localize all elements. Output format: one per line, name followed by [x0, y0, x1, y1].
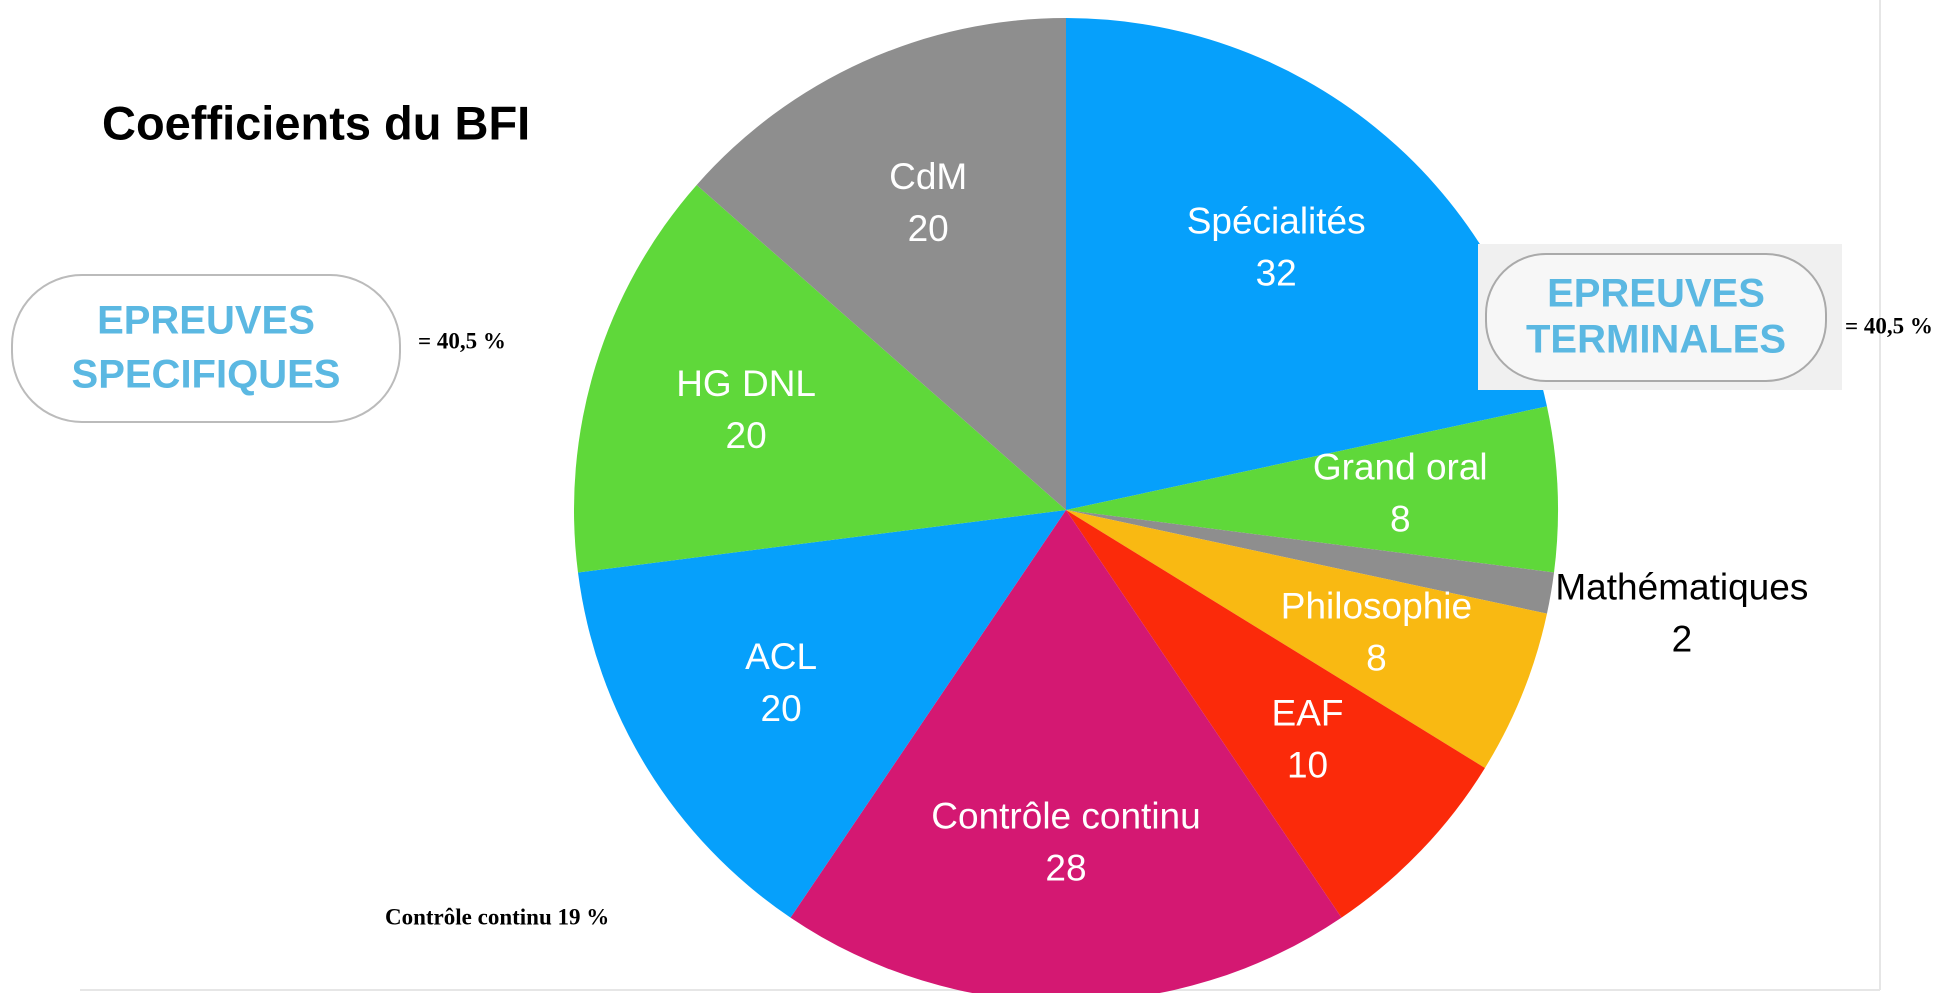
pie-slice	[577, 510, 1066, 918]
slice-label: ACL	[745, 636, 817, 677]
pie-slice	[574, 184, 1066, 573]
slice-label: Mathématiques	[1555, 566, 1808, 607]
slice-label: CdM	[889, 156, 967, 197]
slice-value: 10	[1287, 744, 1328, 785]
pie	[574, 18, 1558, 993]
slice-value: 20	[726, 415, 767, 456]
slice-label: HG DNL	[676, 363, 816, 404]
annotation-note: = 40,5 %	[418, 328, 506, 353]
annotation-text: SPECIFIQUES	[72, 353, 341, 397]
annotation-note: = 40,5 %	[1845, 313, 1933, 338]
chart-title: Coefficients du BFI	[102, 96, 530, 149]
slice-value: 8	[1366, 638, 1387, 679]
slice-label: Philosophie	[1281, 586, 1472, 627]
pie-slice	[1066, 510, 1555, 614]
pie-slice	[790, 510, 1342, 993]
slice-label: Grand oral	[1313, 447, 1488, 488]
slice-labels: Spécialités 32 Grand oral 8 Mathématiques 2 Ph…	[676, 156, 1808, 888]
pie-slice	[1066, 510, 1547, 768]
annotation-box	[11, 274, 401, 423]
pie-slice	[1066, 406, 1558, 573]
pie-slice	[1066, 18, 1547, 510]
annotation-text: TERMINALES	[1526, 318, 1786, 362]
slice-label: Spécialités	[1187, 200, 1366, 241]
slice-value: 20	[908, 208, 949, 249]
annotation-text: EPREUVES	[1547, 272, 1765, 316]
slice-value: 20	[761, 688, 802, 729]
annotation-note: Contrôle continu 19 %	[385, 904, 609, 929]
annotation-text: EPREUVES	[97, 299, 315, 343]
pie-slice	[696, 18, 1066, 510]
slice-label: EAF	[1272, 692, 1344, 733]
slice-value: 32	[1256, 252, 1297, 293]
pie-slice	[1066, 510, 1485, 918]
slice-value: 2	[1672, 618, 1693, 659]
slice-value: 28	[1045, 847, 1086, 888]
annotation-box	[1485, 253, 1827, 382]
slice-label: Contrôle continu	[931, 795, 1200, 836]
slice-value: 8	[1390, 499, 1411, 540]
